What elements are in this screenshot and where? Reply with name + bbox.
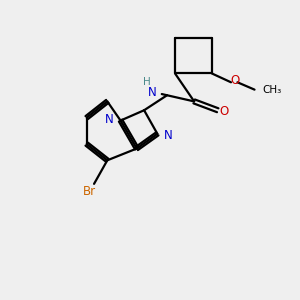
Text: CH₃: CH₃ (262, 85, 281, 94)
Text: N: N (164, 129, 172, 142)
Text: O: O (220, 105, 229, 118)
Text: N: N (148, 86, 157, 99)
Text: Br: Br (83, 185, 96, 198)
Text: N: N (105, 112, 114, 126)
Text: H: H (143, 77, 151, 87)
Text: O: O (230, 74, 239, 87)
